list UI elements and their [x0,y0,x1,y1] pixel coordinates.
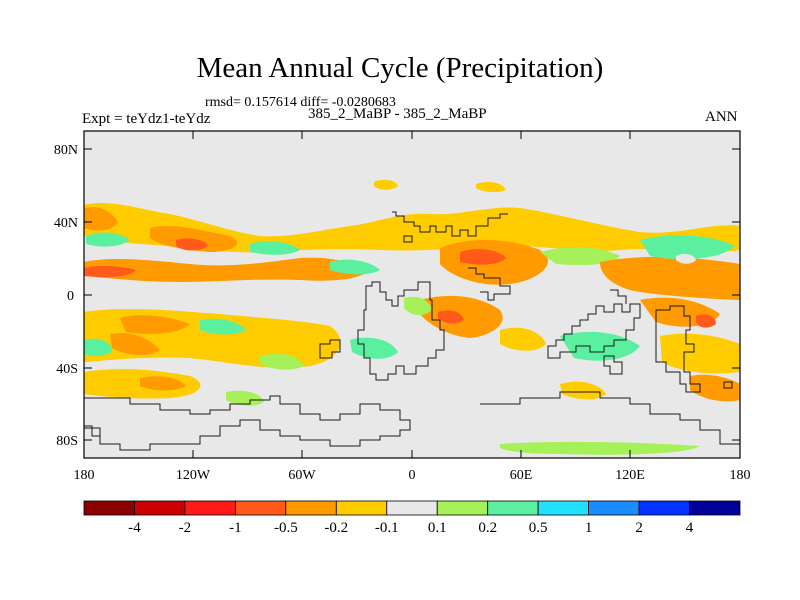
anomaly-band-north-yellow [84,202,740,253]
coastline-island [603,355,623,375]
y-tick-label: 40N [54,216,78,231]
y-axis-labels: 80N 40N 0 40S 80S [54,143,78,449]
colorbar-label: 0.2 [478,520,497,536]
colorbar-label: -0.2 [324,520,348,536]
anomaly-blob [84,206,118,231]
colorbar-swatch [588,500,640,516]
anomaly-blob [350,337,398,359]
colorbar-label: -0.1 [375,520,399,536]
rmsd-diff-stats: rmsd= 0.157614 diff= -0.0280683 [205,95,396,110]
anomaly-blob [140,376,186,391]
y-tick-label: 80N [54,143,78,158]
runs-label: 385_2_MaBP - 385_2_MaBP [308,106,487,122]
x-tick-label: 60W [288,468,316,483]
anomaly-blob [84,338,112,356]
anomaly-blob [660,333,740,374]
coastline-se-asia [610,289,627,304]
coastline-maritime [547,303,641,359]
anomaly-blob [250,241,300,255]
colorbar-label: -4 [128,520,141,536]
anomaly-blob [374,179,398,190]
coastline-south-america [319,339,341,359]
y-tick-label: 0 [67,289,74,304]
season-label: ANN [705,109,738,125]
anomaly-blob [110,332,160,356]
colorbar-label: -1 [229,520,242,536]
colorbar-label: -2 [179,520,192,536]
colorbar-swatch [83,500,135,516]
coastline-antarctica-west [84,395,411,451]
map-background-field [84,131,740,458]
anomaly-blob [540,247,620,266]
x-tick-label: 60E [510,468,533,483]
map-title: Mean Annual Cycle (Precipitation) [196,52,604,84]
anomaly-blob-pacific [600,256,740,300]
y-tick-label: 80S [56,434,78,449]
colorbar-swatch [487,500,539,516]
anomaly-blob [696,314,716,328]
coastline-island [723,381,733,389]
anomaly-blob [120,315,190,334]
x-axis-ticks [192,131,631,458]
anomaly-blob [640,235,735,260]
colorbar-label: 2 [635,520,643,536]
x-tick-label: 0 [409,468,416,483]
colorbar-swatch [285,500,337,516]
anomaly-blob [226,390,264,406]
x-tick-label: 180 [74,468,95,483]
map-panel [83,130,741,459]
x-tick-label: 120W [176,468,211,483]
anomaly-blob [260,353,304,370]
anomaly-field [84,179,740,455]
colorbar-label: 0.5 [529,520,548,536]
experiment-label: Expt = teYdz1-teYdz [82,111,211,127]
anomaly-blob [438,310,464,324]
y-axis-ticks [84,148,740,441]
colorbar: -4 -2 -1 -0.5 -0.2 -0.1 0.1 0.2 0.5 1 2 4 [83,500,741,536]
colorbar-label: 0.1 [428,520,447,536]
colorbar-swatch [134,500,186,516]
anomaly-blob [84,265,136,278]
coastline-antarctica-edge [84,427,101,436]
coastline-antarctica-east [480,391,740,445]
anomaly-blob [86,232,130,247]
coastline-arabia [468,267,511,301]
anomaly-blob [200,318,246,335]
coastline-africa [357,281,445,381]
colorbar-swatch [689,500,741,516]
colorbar-swatch [537,500,590,516]
colorbar-label: -0.5 [274,520,298,536]
anomaly-blob-antarctic [500,441,700,455]
anomaly-blob [676,253,696,264]
colorbar-swatch [386,500,438,516]
colorbar-swatch [638,500,690,516]
anomaly-blob [560,381,606,400]
colorbar-label: 4 [686,520,694,536]
anomaly-blob [500,327,546,351]
x-tick-label: 120E [615,468,645,483]
coastlines [84,211,740,451]
anomaly-blob [560,331,640,361]
anomaly-blob [460,249,506,265]
coastline-island [403,235,413,243]
coastline-australia [655,305,701,393]
x-axis-labels: 180 120W 60W 0 60E 120E 180 [74,468,751,483]
colorbar-swatch [184,500,236,516]
colorbar-swatch [234,500,287,516]
anomaly-blob [176,238,208,251]
colorbar-swatch [335,500,388,516]
y-tick-label: 40S [56,362,78,377]
anomaly-band-subtropic [84,257,370,282]
anomaly-blob [476,182,506,193]
anomaly-blob [330,259,380,275]
coastline-eurasia [392,211,508,237]
anomaly-blob [690,374,740,402]
colorbar-swatch [436,500,489,516]
anomaly-blob [404,296,432,316]
colorbar-label: 1 [585,520,593,536]
x-tick-label: 180 [730,468,751,483]
